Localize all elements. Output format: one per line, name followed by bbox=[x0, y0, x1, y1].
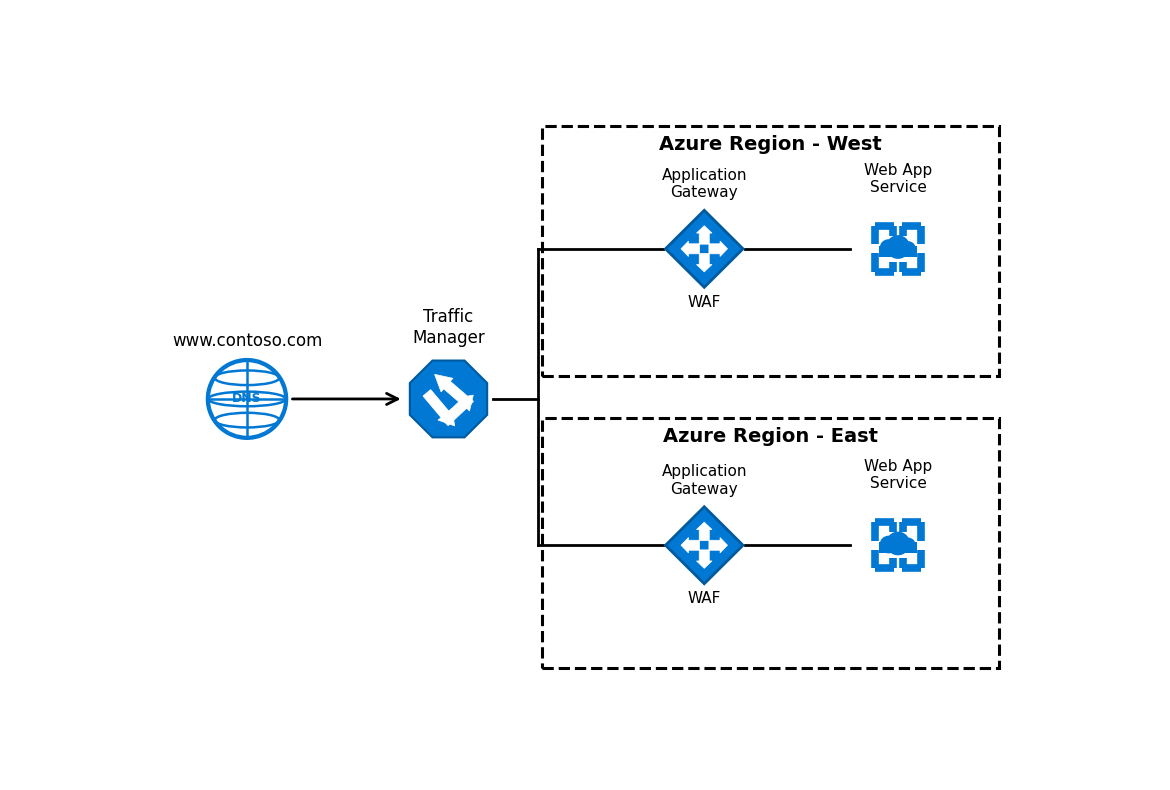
Polygon shape bbox=[696, 550, 713, 568]
Circle shape bbox=[901, 242, 915, 256]
Polygon shape bbox=[441, 395, 474, 426]
Circle shape bbox=[880, 536, 896, 553]
Polygon shape bbox=[696, 254, 713, 272]
Text: Azure Region - West: Azure Region - West bbox=[659, 135, 881, 154]
Text: WAF: WAF bbox=[688, 592, 721, 607]
Polygon shape bbox=[422, 389, 455, 426]
Bar bbox=[880, 543, 916, 553]
Polygon shape bbox=[410, 360, 487, 438]
Text: Application
Gateway: Application Gateway bbox=[661, 168, 746, 201]
Circle shape bbox=[207, 359, 287, 438]
Polygon shape bbox=[681, 241, 700, 257]
Polygon shape bbox=[696, 226, 713, 244]
Circle shape bbox=[208, 360, 285, 438]
Text: www.contoso.com: www.contoso.com bbox=[172, 333, 322, 351]
Polygon shape bbox=[666, 210, 743, 288]
Text: Web App
Service: Web App Service bbox=[863, 459, 932, 491]
Bar bbox=[542, 126, 999, 376]
Polygon shape bbox=[709, 241, 728, 257]
Text: DNS: DNS bbox=[232, 393, 262, 405]
Bar bbox=[880, 246, 916, 257]
Circle shape bbox=[880, 240, 896, 256]
Polygon shape bbox=[434, 374, 474, 409]
Text: Azure Region - East: Azure Region - East bbox=[662, 427, 878, 446]
Text: Traffic
Manager: Traffic Manager bbox=[412, 308, 484, 347]
Text: Application
Gateway: Application Gateway bbox=[661, 465, 746, 497]
Polygon shape bbox=[709, 537, 728, 553]
Text: Web App
Service: Web App Service bbox=[863, 163, 932, 195]
Circle shape bbox=[887, 236, 909, 258]
Circle shape bbox=[887, 532, 909, 555]
Polygon shape bbox=[666, 506, 743, 584]
Circle shape bbox=[901, 538, 915, 552]
Text: WAF: WAF bbox=[688, 295, 721, 310]
Polygon shape bbox=[696, 522, 713, 540]
Polygon shape bbox=[681, 537, 700, 553]
Bar bbox=[542, 418, 999, 668]
